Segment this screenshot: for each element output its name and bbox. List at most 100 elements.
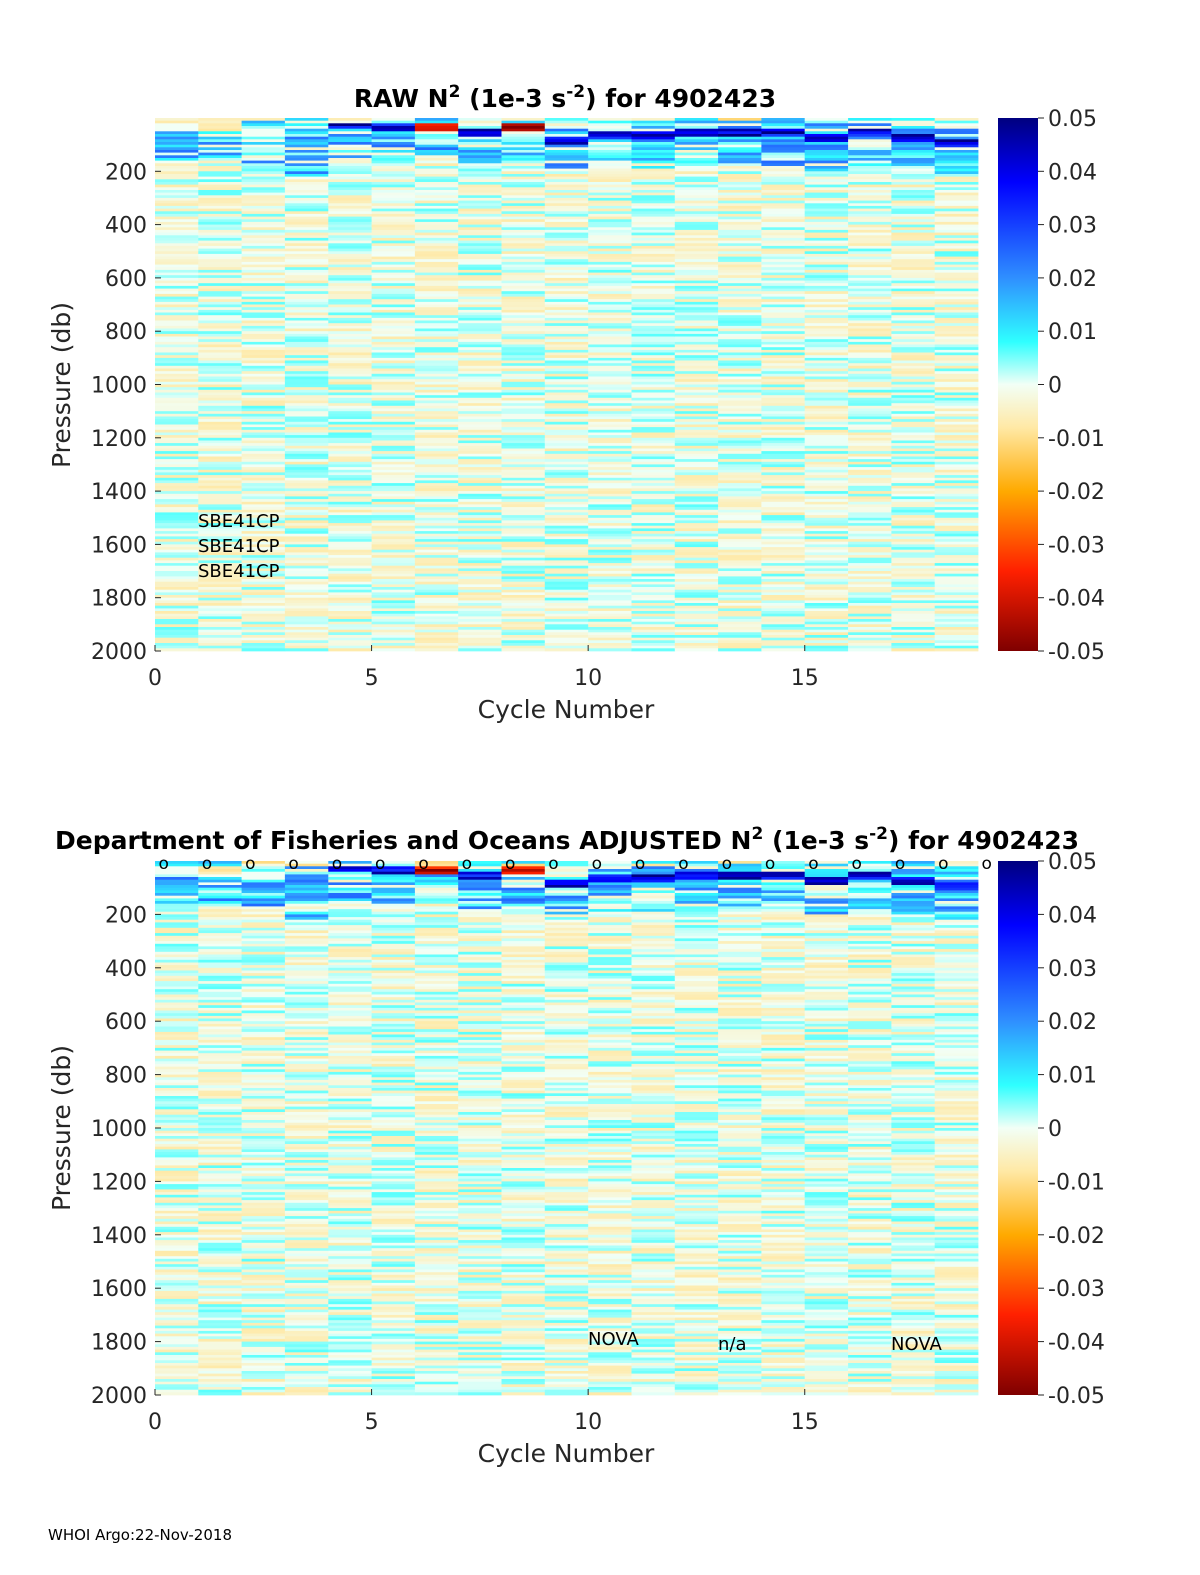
heatmap-cell: [544, 216, 589, 220]
heatmap-cell: [155, 1352, 199, 1356]
heatmap-cell: [934, 363, 979, 367]
heatmap-cell: [155, 1071, 199, 1075]
heatmap-cell: [544, 259, 589, 263]
heatmap-cell: [631, 565, 676, 569]
heatmap-cell: [934, 424, 979, 428]
heatmap-cell: [761, 352, 806, 356]
heatmap-cell: [588, 525, 632, 529]
heatmap-cell: [501, 264, 546, 268]
heatmap-cell: [934, 472, 979, 476]
heatmap-cell: [155, 1384, 199, 1388]
heatmap-cell: [371, 643, 416, 647]
heatmap-cell: [198, 1242, 242, 1246]
heatmap-cell: [328, 307, 372, 311]
heatmap-cell: [458, 309, 502, 313]
heatmap-cell: [284, 1336, 329, 1340]
heatmap-cell: [155, 1312, 199, 1316]
heatmap-cell: [371, 1104, 416, 1108]
heatmap-cell: [328, 637, 372, 641]
heatmap-cell: [848, 613, 892, 617]
heatmap-cell: [761, 573, 806, 577]
heatmap-cell: [631, 179, 676, 183]
heatmap-cell: [761, 451, 806, 455]
heatmap-cell: [155, 259, 199, 263]
heatmap-cell: [284, 885, 329, 889]
heatmap-cell: [674, 277, 719, 281]
heatmap-cell: [198, 528, 242, 532]
heatmap-cell: [371, 1037, 416, 1041]
heatmap-cell: [804, 253, 849, 257]
heatmap-cell: [761, 605, 806, 609]
heatmap-cell: [848, 368, 892, 372]
heatmap-cell: [761, 216, 806, 220]
heatmap-cell: [328, 152, 372, 156]
heatmap-cell: [501, 568, 546, 572]
heatmap-cell: [501, 275, 546, 279]
heatmap-cell: [674, 416, 719, 420]
heatmap-cell: [155, 1144, 199, 1148]
heatmap-cell: [155, 533, 199, 537]
heatmap-cell: [674, 323, 719, 327]
heatmap-cell: [761, 142, 806, 146]
heatmap-cell: [241, 1096, 286, 1100]
heatmap-cell: [371, 1082, 416, 1086]
heatmap-cell: [631, 592, 676, 596]
heatmap-cell: [371, 573, 416, 577]
heatmap-cell: [891, 171, 936, 175]
heatmap-cell: [458, 475, 502, 479]
heatmap-cell: [761, 587, 806, 591]
heatmap-cell: [891, 139, 936, 143]
heatmap-cell: [718, 424, 762, 428]
heatmap-cell: [284, 635, 329, 639]
heatmap-cell: [414, 341, 459, 345]
heatmap-cell: [284, 240, 329, 244]
heatmap-cell: [198, 997, 242, 1001]
heatmap-cell: [934, 304, 979, 308]
heatmap-cell: [198, 352, 242, 356]
heatmap-cell: [284, 946, 329, 950]
heatmap-cell: [155, 283, 199, 287]
heatmap-cell: [371, 128, 416, 132]
heatmap-cell: [241, 1216, 286, 1220]
heatmap-cell: [501, 616, 546, 620]
heatmap-cell: [241, 235, 286, 239]
heatmap-cell: [155, 1122, 199, 1126]
heatmap-cell: [241, 456, 286, 460]
heatmap-cell: [761, 166, 806, 170]
heatmap-cell: [241, 573, 286, 577]
heatmap-cell: [934, 235, 979, 239]
heatmap-cell: [674, 259, 719, 263]
heatmap-cell: [544, 605, 589, 609]
heatmap-cell: [241, 643, 286, 647]
heatmap-cell: [934, 443, 979, 447]
heatmap-cell: [804, 528, 849, 532]
heatmap-cell: [198, 970, 242, 974]
heatmap-cell: [371, 648, 416, 652]
heatmap-cell: [631, 501, 676, 505]
heatmap-cell: [328, 213, 372, 217]
heatmap-cell: [458, 245, 502, 249]
heatmap-cell: [241, 118, 286, 122]
heatmap-cell: [804, 568, 849, 572]
heatmap-cell: [284, 1269, 329, 1273]
heatmap-cell: [371, 467, 416, 471]
heatmap-cell: [631, 331, 676, 335]
heatmap-cell: [241, 1061, 286, 1065]
heatmap-cell: [588, 491, 632, 495]
heatmap-cell: [414, 381, 459, 385]
heatmap-cell: [328, 1010, 372, 1014]
heatmap-cell: [284, 187, 329, 191]
heatmap-cell: [284, 893, 329, 897]
heatmap-cell: [371, 395, 416, 399]
heatmap-cell: [804, 533, 849, 537]
heatmap-cell: [241, 1176, 286, 1180]
heatmap-cell: [155, 879, 199, 883]
heatmap-cell: [198, 621, 242, 625]
heatmap-cell: [155, 605, 199, 609]
heatmap-cell: [198, 1071, 242, 1075]
heatmap-cell: [328, 315, 372, 319]
heatmap-cell: [155, 520, 199, 524]
heatmap-cell: [371, 504, 416, 508]
heatmap-cell: [891, 134, 936, 138]
heatmap-cell: [934, 152, 979, 156]
